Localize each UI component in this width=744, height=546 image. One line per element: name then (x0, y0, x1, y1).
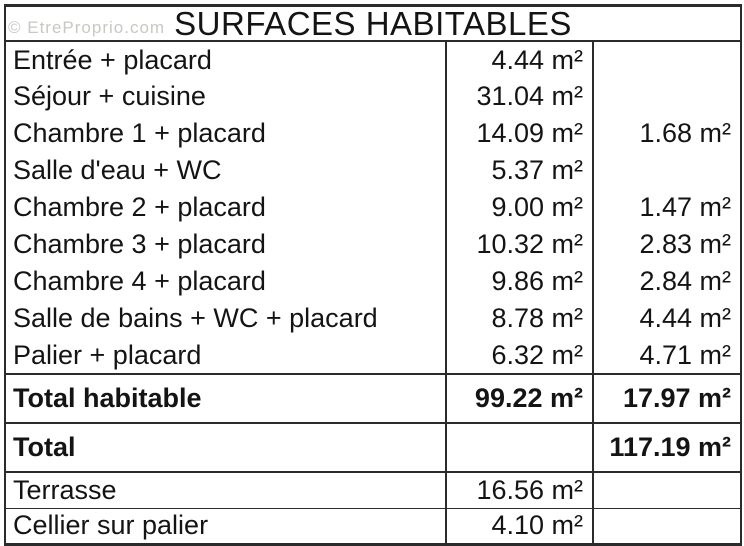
row-surface-annex: 2.84 m² (591, 263, 742, 300)
row-label: Entrée + placard (13, 44, 212, 75)
row-surface-annex: 4.44 m² (591, 300, 742, 337)
row-label: Terrasse (13, 474, 117, 505)
table-row: Chambre 2 + placard 9.00 m² 1.47 m² (5, 189, 742, 226)
row-surface-main: 4.44 m² (445, 41, 593, 78)
row-surface-annex: 4.71 m² (591, 337, 742, 374)
row-label: Palier + placard (13, 339, 202, 370)
table-row: Entrée + placard 4.44 m² (5, 41, 742, 78)
row-surface-main: 9.86 m² (445, 263, 593, 300)
row-surface-annex: 1.47 m² (591, 189, 742, 226)
row-label: Chambre 3 + placard (13, 229, 266, 259)
row-surface-annex (591, 41, 742, 78)
table-row: Salle de bains + WC + placard 8.78 m² 4.… (5, 300, 742, 337)
row-label: Chambre 4 + placard (13, 266, 266, 296)
row-surface-annex (591, 78, 742, 115)
row-surface-main: 5.37 m² (445, 152, 593, 189)
table-row: Cellier sur palier 4.10 m² (5, 508, 742, 544)
row-surface-main: 14.09 m² (445, 115, 593, 152)
row-label: Chambre 1 + placard (13, 118, 266, 148)
row-surface-annex (591, 472, 742, 508)
row-label: Total (13, 432, 76, 462)
table-row: Total 117.19 m² (5, 423, 742, 472)
table-row: Terrasse 16.56 m² (5, 472, 742, 508)
row-surface-main: 31.04 m² (445, 78, 593, 115)
row-surface-main: 6.32 m² (445, 337, 593, 374)
row-surface-main: 16.56 m² (445, 472, 593, 508)
row-surface-annex: 1.68 m² (591, 115, 742, 152)
table-row: Total habitable 99.22 m² 17.97 m² (5, 374, 742, 423)
totals-section: Total habitable 99.22 m² 17.97 m² Total … (5, 374, 742, 472)
table-title-row: SURFACES HABITABLES (5, 5, 742, 42)
row-surface-annex: 2.83 m² (591, 226, 742, 263)
annex-rows-section: Terrasse 16.56 m² Cellier sur palier 4.1… (5, 472, 742, 544)
row-surface-annex (591, 152, 742, 189)
row-label: Chambre 2 + placard (13, 192, 266, 222)
row-label: Salle d'eau + WC (13, 155, 222, 185)
row-surface-main: 99.22 m² (445, 374, 593, 423)
table-row: Séjour + cuisine 31.04 m² (5, 78, 742, 115)
table-row: Palier + placard 6.32 m² 4.71 m² (5, 337, 742, 374)
row-surface-main: 10.32 m² (445, 226, 593, 263)
room-rows-section: Entrée + placard 4.44 m² Séjour + cuisin… (5, 41, 742, 374)
row-label: Cellier sur palier (13, 510, 209, 540)
table-row: Chambre 3 + placard 10.32 m² 2.83 m² (5, 226, 742, 263)
table-row: Salle d'eau + WC 5.37 m² (5, 152, 742, 189)
row-label: Total habitable (13, 383, 202, 413)
row-surface-main: 9.00 m² (445, 189, 593, 226)
row-surface-annex: 117.19 m² (591, 423, 742, 472)
surfaces-table: SURFACES HABITABLES Entrée + placard 4.4… (4, 4, 743, 546)
page-title: SURFACES HABITABLES (5, 5, 742, 42)
row-surface-main (445, 423, 593, 472)
row-surface-main: 4.10 m² (445, 508, 593, 544)
row-label: Séjour + cuisine (13, 81, 206, 111)
row-label: Salle de bains + WC + placard (13, 303, 378, 333)
table-row: Chambre 4 + placard 9.86 m² 2.84 m² (5, 263, 742, 300)
row-surface-annex (591, 508, 742, 544)
row-surface-main: 8.78 m² (445, 300, 593, 337)
row-surface-annex: 17.97 m² (591, 374, 742, 423)
table-row: Chambre 1 + placard 14.09 m² 1.68 m² (5, 115, 742, 152)
